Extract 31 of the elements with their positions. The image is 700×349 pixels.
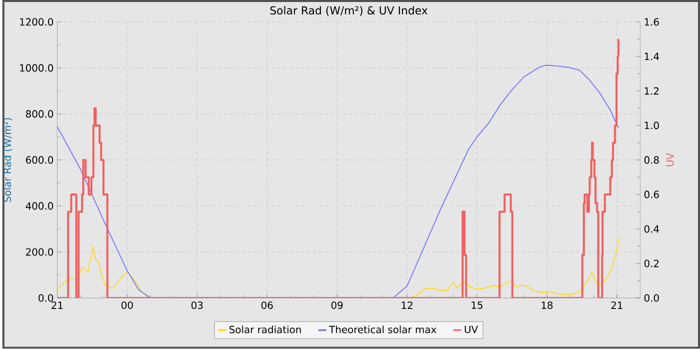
y2-tick-label: 1.6 (644, 18, 659, 26)
y-tick-label: 800.0 (26, 110, 54, 118)
y-tick-label: 1200.0 (20, 18, 54, 26)
y-tick-label: 600.0 (26, 156, 54, 164)
y-axis-title: Solar Rad (W/m²) (3, 118, 12, 202)
x-tick-label: 06 (261, 302, 273, 310)
x-tick-label: 18 (542, 302, 553, 310)
y-tick-label: 0.0 (38, 294, 54, 302)
y2-tick-label: 0.2 (644, 260, 659, 268)
y2-tick-label: 0.8 (644, 156, 659, 164)
y2-tick-label: 1.4 (644, 52, 659, 60)
x-tick-label: 00 (122, 302, 133, 310)
y2-tick-label: 1.2 (644, 87, 659, 95)
y2-tick-label: 0.0 (644, 294, 659, 302)
y2-tick-label: 0.6 (644, 190, 659, 198)
y-tick-label: 200.0 (26, 248, 54, 256)
x-tick-label: 03 (191, 302, 203, 310)
y2-tick-label: 1.0 (644, 122, 659, 130)
y-tick-label: 400.0 (26, 202, 54, 210)
legend-label: UV (464, 326, 478, 334)
x-tick-label: 09 (331, 302, 343, 310)
y2-axis-title: UV (666, 153, 674, 166)
legend-label: Theoretical solar max (329, 326, 436, 334)
x-tick-label: 15 (472, 302, 482, 309)
x-tick-label: 21 (611, 302, 622, 309)
x-tick-label: 21 (52, 302, 63, 309)
legend-label: Solar radiation (230, 326, 301, 334)
chart-title: Solar Rad (W/m²) & UV Index (270, 6, 428, 16)
y2-tick-label: 0.4 (644, 225, 659, 233)
y-tick-label: 1000.0 (20, 64, 54, 72)
x-tick-label: 12 (402, 302, 412, 309)
